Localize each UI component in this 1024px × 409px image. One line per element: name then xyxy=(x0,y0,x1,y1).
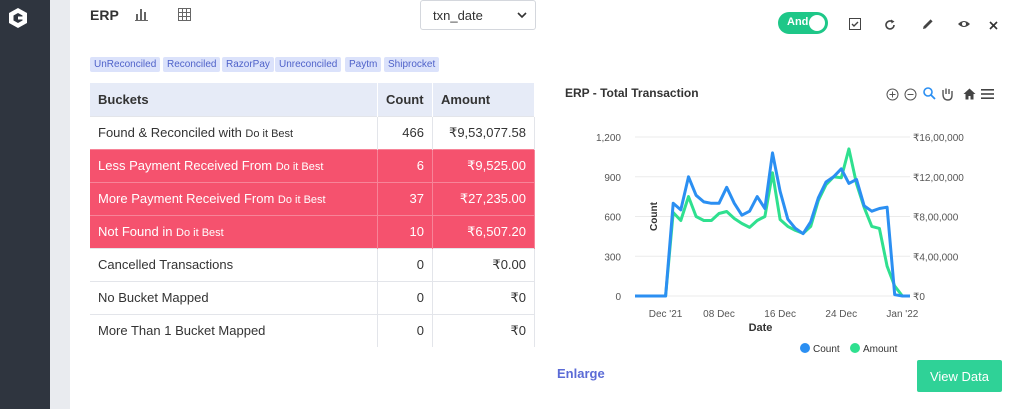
count-cell: 37 xyxy=(377,181,433,215)
y-tick-label-right: ₹16,00,000 xyxy=(913,133,964,144)
bucket-cell: Not Found in Do it Best xyxy=(90,214,379,248)
eye-icon[interactable] xyxy=(957,17,971,31)
bucket-cell: More Than 1 Bucket Mapped xyxy=(90,313,379,347)
toggle-knob xyxy=(809,15,825,31)
amount-cell: ₹9,53,077.58 xyxy=(432,115,535,149)
y-tick-label-left: 900 xyxy=(604,173,621,184)
column-header-count: Count xyxy=(377,83,433,116)
chart-title: ERP - Total Transaction xyxy=(565,86,699,100)
filter-tag[interactable]: Shiprocket xyxy=(384,57,440,72)
x-tick-label: 24 Dec xyxy=(825,309,857,320)
table-row[interactable]: Not Found in Do it Best 10 ₹6,507.20 xyxy=(90,214,535,248)
filter-tag[interactable]: Unreconciled xyxy=(275,57,342,72)
report-title: ERP xyxy=(90,7,119,23)
close-icon[interactable] xyxy=(987,19,999,31)
filter-tag[interactable]: RazorPay xyxy=(222,57,274,72)
bucket-cell: Cancelled Transactions xyxy=(90,247,379,281)
amount-cell: ₹0 xyxy=(432,280,535,314)
enlarge-link[interactable]: Enlarge xyxy=(557,366,605,381)
table-row[interactable]: Found & Reconciled with Do it Best 466 ₹… xyxy=(90,115,535,149)
count-cell: 10 xyxy=(377,214,433,248)
table-icon[interactable] xyxy=(176,6,192,22)
bucket-party: Do it Best xyxy=(176,227,224,239)
y-tick-label-left: 600 xyxy=(604,213,621,224)
amount-cell: ₹6,507.20 xyxy=(432,214,535,248)
menu-icon[interactable] xyxy=(980,88,994,100)
chevron-down-icon xyxy=(517,12,527,19)
pan-hand-icon[interactable] xyxy=(940,86,954,101)
y-tick-label-right: ₹0 xyxy=(913,292,925,303)
zoom-in-icon[interactable] xyxy=(885,87,899,101)
legend-label: Amount xyxy=(863,344,898,355)
amount-cell: ₹27,235.00 xyxy=(432,181,535,215)
count-cell: 0 xyxy=(377,313,433,347)
table-row[interactable]: Less Payment Received From Do it Best 6 … xyxy=(90,148,535,182)
transaction-chart: 0 300 600 900 1,200 ₹0 ₹4,00,000 ₹8,00,000 ₹12,0… xyxy=(596,133,964,355)
count-cell: 0 xyxy=(377,280,433,314)
x-tick-label: Jan '22 xyxy=(886,309,918,320)
count-cell: 6 xyxy=(377,148,433,182)
buckets-table: Buckets Count Amount Found & Reconciled … xyxy=(90,83,535,347)
table-row[interactable]: Cancelled Transactions 0 ₹0.00 xyxy=(90,247,535,281)
bucket-name: More Payment Received From xyxy=(98,191,278,206)
y-tick-label-left: 300 xyxy=(604,252,621,263)
table-row[interactable]: More Payment Received From Do it Best 37… xyxy=(90,181,535,215)
table-header-row: Buckets Count Amount xyxy=(90,83,535,116)
bucket-party: Do it Best xyxy=(245,128,294,140)
zoom-out-icon[interactable] xyxy=(903,87,917,101)
app-sidebar xyxy=(0,0,50,409)
x-tick-label: Dec '21 xyxy=(649,309,683,320)
app-logo-icon[interactable] xyxy=(7,7,29,29)
bucket-party: Do it Best xyxy=(275,161,324,173)
series-line-count xyxy=(635,151,910,298)
edit-pencil-icon[interactable] xyxy=(921,17,935,31)
bar-chart-icon[interactable] xyxy=(134,6,150,22)
y-tick-label-left: 1,200 xyxy=(596,133,621,144)
filter-tag[interactable]: UnReconciled xyxy=(90,57,161,72)
series-line-amount xyxy=(635,147,910,298)
bucket-cell: Found & Reconciled with Do it Best xyxy=(90,115,379,149)
report-card: ERP txn_date And UnReconciled Reconciled… xyxy=(70,0,1024,409)
legend-marker xyxy=(850,343,860,353)
toggle-label: And xyxy=(787,16,809,28)
legend-marker xyxy=(800,343,810,353)
bucket-party: Do it Best xyxy=(277,194,326,206)
column-header-amount: Amount xyxy=(432,83,535,116)
x-axis-title: Date xyxy=(749,322,773,334)
bucket-name: Less Payment Received From xyxy=(98,158,276,173)
bucket-cell: No Bucket Mapped xyxy=(90,280,379,314)
x-tick-label: 08 Dec xyxy=(703,309,735,320)
legend-label: Count xyxy=(813,344,840,355)
count-cell: 0 xyxy=(377,247,433,281)
table-row[interactable]: No Bucket Mapped 0 ₹0 xyxy=(90,280,535,314)
y-tick-label-left: 0 xyxy=(615,292,621,303)
y-tick-label-right: ₹8,00,000 xyxy=(913,213,959,224)
column-header-buckets: Buckets xyxy=(90,83,379,116)
home-icon[interactable] xyxy=(962,87,976,101)
y-tick-label-right: ₹12,00,000 xyxy=(913,173,964,184)
amount-cell: ₹9,525.00 xyxy=(432,148,535,182)
count-cell: 466 xyxy=(377,115,433,149)
refresh-icon[interactable] xyxy=(883,18,897,32)
x-tick-label: 16 Dec xyxy=(764,309,796,320)
bucket-cell: Less Payment Received From Do it Best xyxy=(90,148,379,182)
amount-cell: ₹0 xyxy=(432,313,535,347)
filter-tag[interactable]: Reconciled xyxy=(163,57,221,72)
bucket-name: Not Found in xyxy=(98,224,177,239)
search-zoom-icon[interactable] xyxy=(922,86,936,101)
amount-cell: ₹0.00 xyxy=(432,247,535,281)
and-toggle[interactable]: And xyxy=(778,12,828,34)
table-row[interactable]: More Than 1 Bucket Mapped 0 ₹0 xyxy=(90,313,535,347)
checkbox-icon[interactable] xyxy=(848,17,862,31)
view-data-button[interactable]: View Data xyxy=(917,360,1002,392)
sidebar-gap xyxy=(50,0,70,409)
bucket-cell: More Payment Received From Do it Best xyxy=(90,181,379,215)
y-tick-label-right: ₹4,00,000 xyxy=(913,252,959,263)
date-field-value: txn_date xyxy=(433,7,483,23)
y-axis-title-left: Count xyxy=(649,201,660,231)
date-field-select[interactable]: txn_date xyxy=(420,0,536,30)
bucket-name: Found & Reconciled with xyxy=(98,125,246,140)
filter-tag[interactable]: Paytm xyxy=(345,57,382,72)
